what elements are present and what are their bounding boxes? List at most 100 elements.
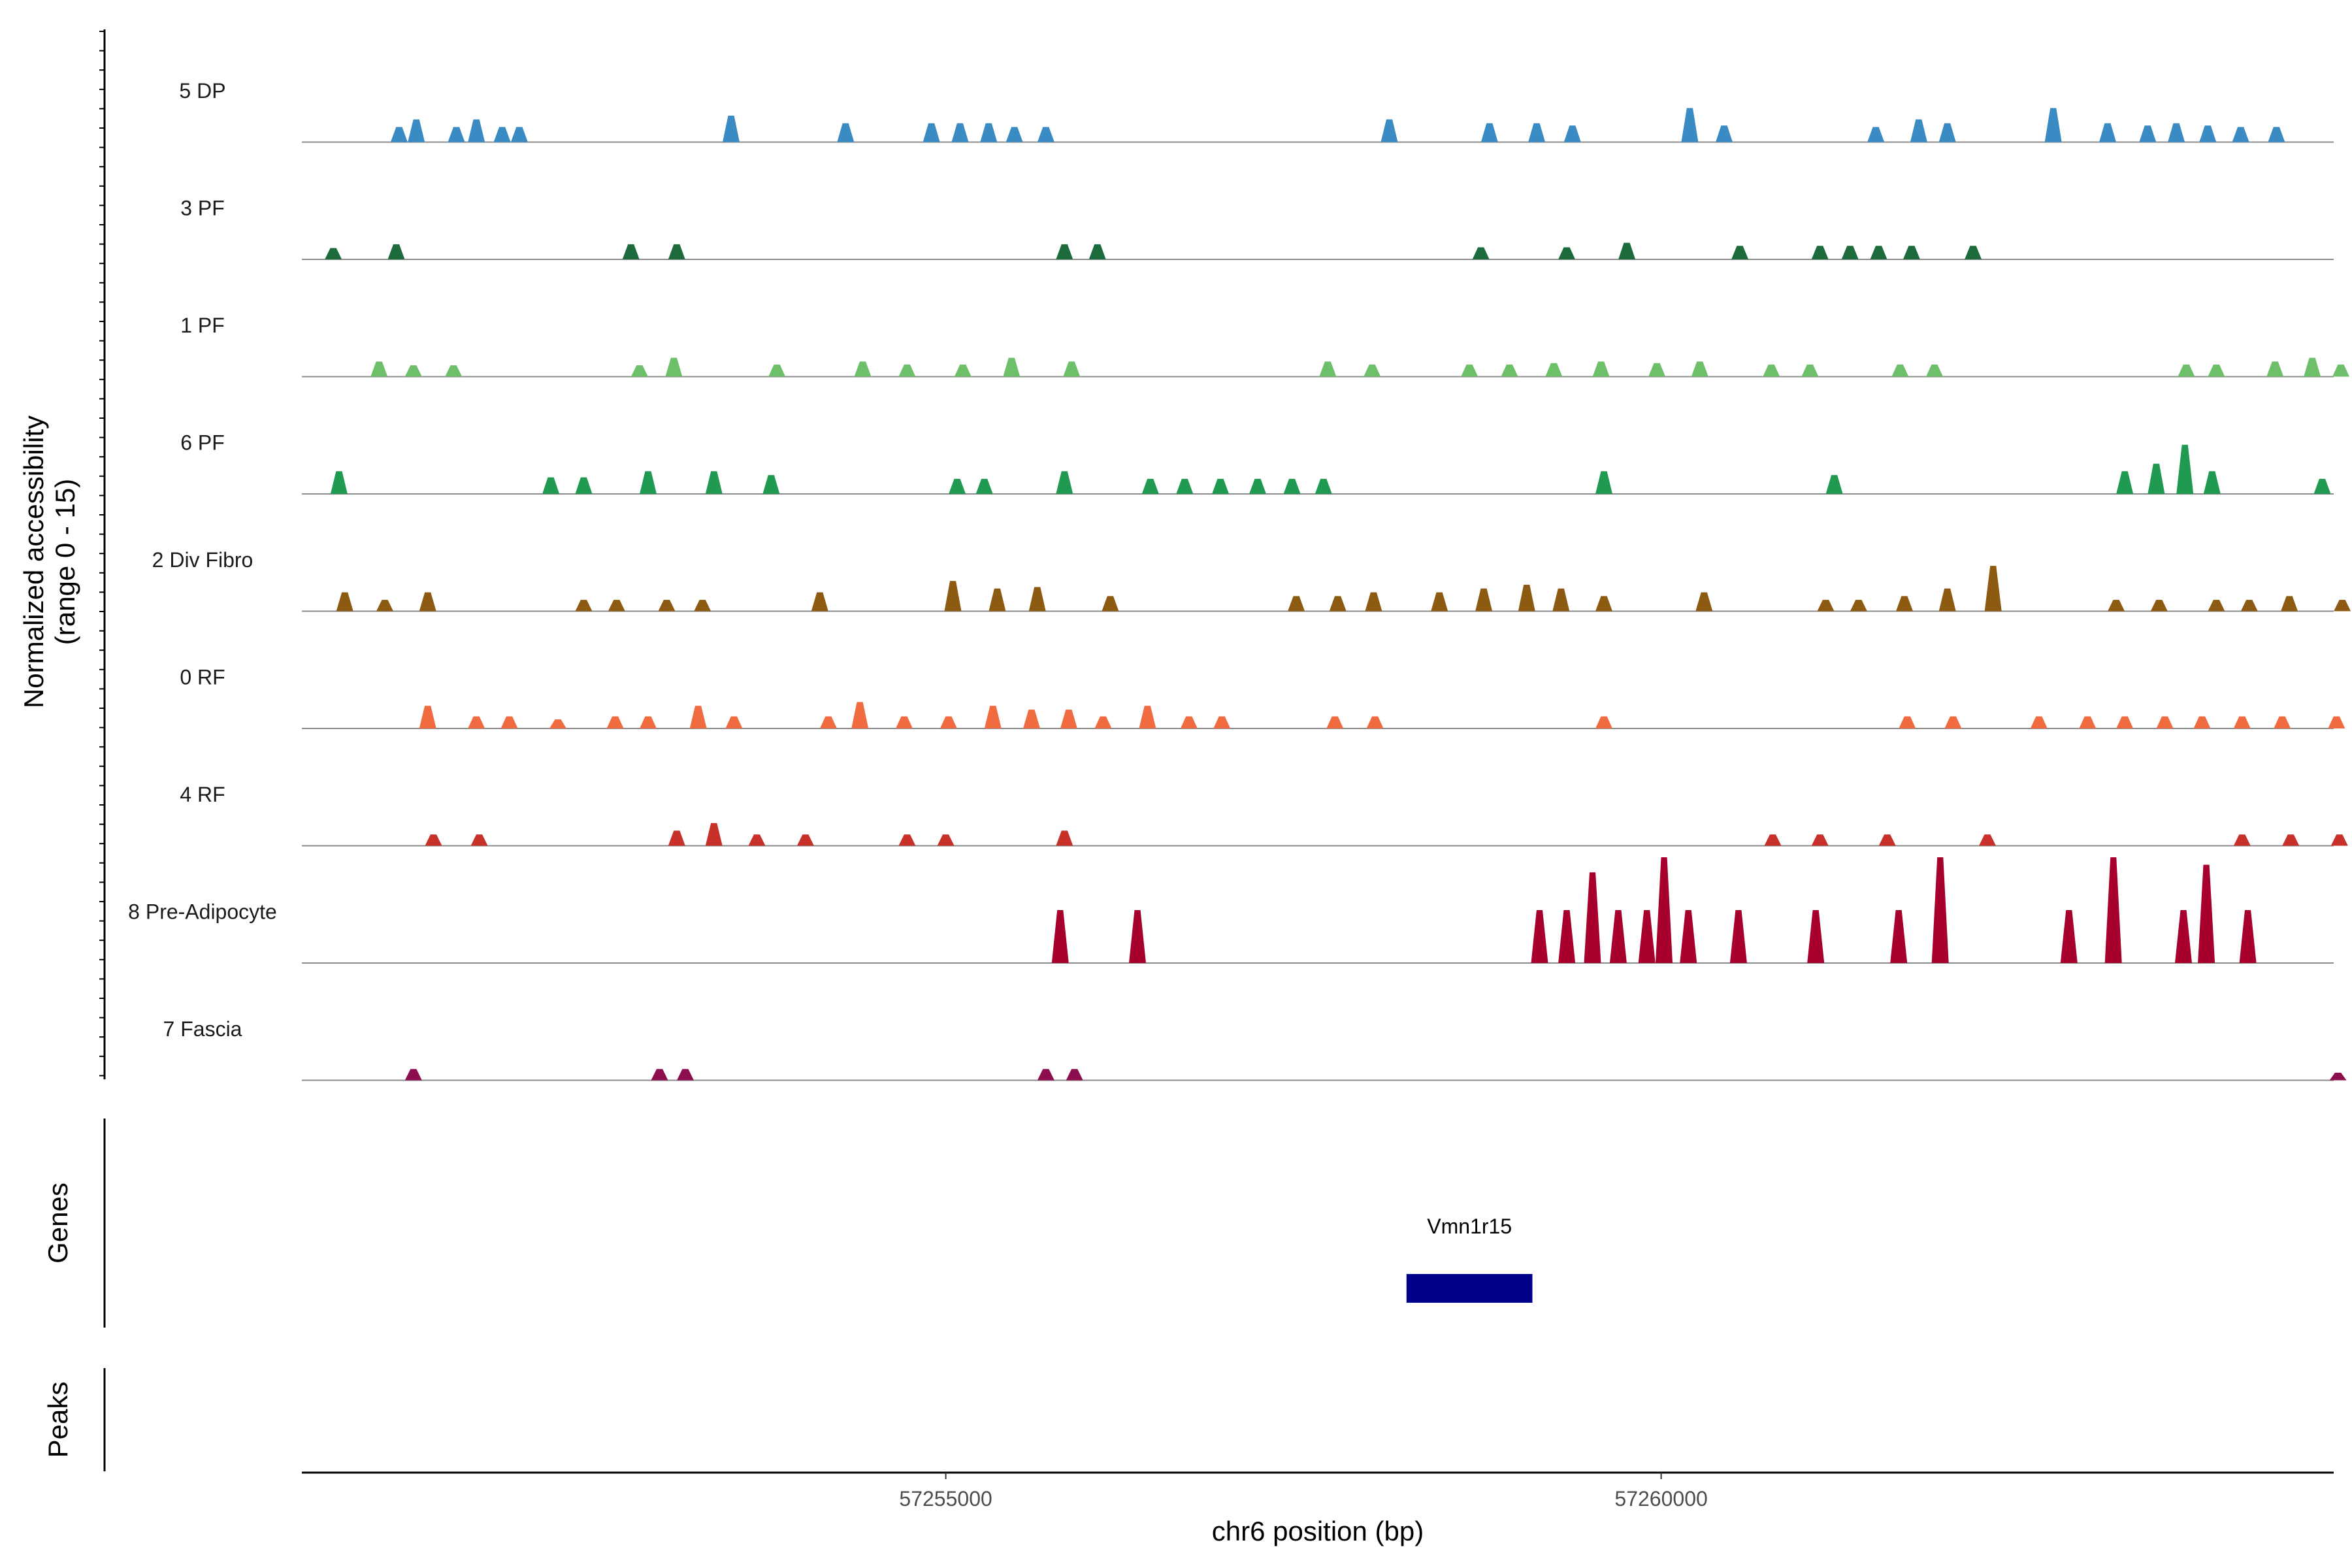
coverage-peak: [622, 244, 640, 259]
coverage-peak: [1931, 857, 1949, 963]
coverage-peak: [640, 471, 657, 494]
coverage-peak: [1899, 716, 1916, 728]
coverage-peak: [549, 719, 566, 728]
y-axis-title-line-1: Normalized accessibility: [18, 416, 49, 708]
coverage-peak: [796, 834, 814, 846]
coverage-peak: [2208, 365, 2225, 377]
coverage-peak: [898, 365, 916, 377]
coverage-peak: [923, 123, 940, 142]
coverage-peak: [2239, 910, 2257, 963]
coverage-peak: [1003, 357, 1021, 377]
coverage-peak: [854, 361, 872, 377]
coverage-peak: [445, 365, 463, 377]
coverage-peak: [376, 600, 393, 612]
coverage-peak: [1319, 361, 1337, 377]
coverage-peak: [1129, 910, 1146, 963]
coverage-peak: [1475, 588, 1493, 612]
coverage-peak: [606, 716, 624, 728]
coverage-peak: [1896, 596, 1913, 612]
coverage-peak: [980, 123, 998, 142]
coverage-peak: [1545, 363, 1563, 377]
coverage-peak: [1005, 127, 1023, 142]
coverage-peak: [630, 365, 648, 377]
coverage-peak: [2139, 125, 2157, 142]
coverage-peak: [2282, 834, 2300, 846]
track-label: 2 Div Fibro: [152, 548, 253, 572]
coverage-peak: [1910, 119, 1927, 142]
coverage-peak: [419, 706, 436, 728]
coverage-peak: [2030, 716, 2048, 728]
coverage-peak: [510, 127, 528, 142]
coverage-peak: [705, 471, 723, 494]
coverage-peak: [1729, 910, 1747, 963]
coverage-peak: [1431, 592, 1448, 612]
track-7-fascia: 7 Fascia: [163, 1017, 2347, 1081]
coverage-peak: [1811, 834, 1829, 846]
coverage-peak: [1552, 588, 1570, 612]
track-3-pf: 3 PF: [180, 197, 2334, 260]
coverage-peak: [404, 365, 422, 377]
coverage-peak: [1472, 247, 1490, 259]
coverage-peak: [2168, 123, 2185, 142]
coverage-peak: [1283, 478, 1301, 494]
coverage-peak: [2148, 463, 2165, 494]
coverage-peak: [1595, 716, 1612, 728]
coverage-peak: [1716, 125, 1733, 142]
coverage-peak: [1380, 119, 1398, 142]
track-1-pf: 1 PF: [180, 314, 2349, 378]
coverage-peak: [651, 1069, 668, 1081]
coverage-peak: [2099, 123, 2116, 142]
coverage-peak: [748, 834, 766, 846]
coverage-peak: [2150, 600, 2168, 612]
coverage-peak: [954, 365, 972, 377]
track-4-rf: 4 RF: [180, 783, 2348, 847]
track-label: 0 RF: [180, 666, 225, 689]
coverage-peak: [1249, 478, 1266, 494]
coverage-peak: [2304, 357, 2321, 377]
coverage-peak: [988, 588, 1006, 612]
coverage-peak: [2281, 596, 2298, 612]
coverage-peak: [325, 248, 342, 259]
coverage-peak: [2332, 365, 2349, 377]
coverage-peak: [1764, 834, 1782, 846]
coverage-peak: [2116, 471, 2134, 494]
coverage-peak: [1850, 600, 1867, 612]
coverage-peak: [1480, 123, 1498, 142]
coverage-peak: [668, 830, 685, 846]
coverage-peak: [984, 706, 1002, 728]
coverage-peak: [500, 716, 518, 728]
coverage-peak: [689, 706, 707, 728]
coverage-peak: [2274, 716, 2291, 728]
coverage-peak: [768, 365, 786, 377]
track-label: 1 PF: [180, 314, 225, 337]
coverage-peak: [1938, 588, 1956, 612]
coverage-peak: [1807, 910, 1825, 963]
coverage-peak: [1638, 910, 1656, 963]
coverage-peak: [837, 123, 855, 142]
coverage-peak: [2328, 716, 2345, 728]
coverage-peak: [1315, 478, 1332, 494]
coverage-peak: [1817, 600, 1835, 612]
coverage-peak: [658, 600, 676, 612]
coverage-peak: [408, 119, 425, 142]
coverage-peak: [1037, 127, 1054, 142]
coverage-peak: [1595, 596, 1612, 612]
coverage-peak: [330, 471, 348, 494]
coverage-peak: [1213, 716, 1231, 728]
y-axis-title-line-2: (range 0 - 15): [50, 479, 80, 645]
coverage-peak: [1563, 125, 1581, 142]
coverage-peak: [1094, 716, 1112, 728]
y-axis-ticks: [99, 31, 105, 1077]
coverage-peak: [1531, 910, 1548, 963]
coverage-peak: [370, 361, 388, 377]
coverage-peak: [705, 823, 723, 846]
coverage-peak: [1592, 361, 1610, 377]
coverage-peak: [1558, 910, 1576, 963]
coverage-peak: [468, 119, 485, 142]
coverage-peak: [1681, 108, 1699, 142]
coverage-peak: [1141, 478, 1159, 494]
coverage-peak: [2268, 127, 2285, 142]
coverage-peak: [542, 477, 560, 494]
coverage-peak: [1890, 910, 1908, 963]
coverage-peak: [1366, 716, 1384, 728]
